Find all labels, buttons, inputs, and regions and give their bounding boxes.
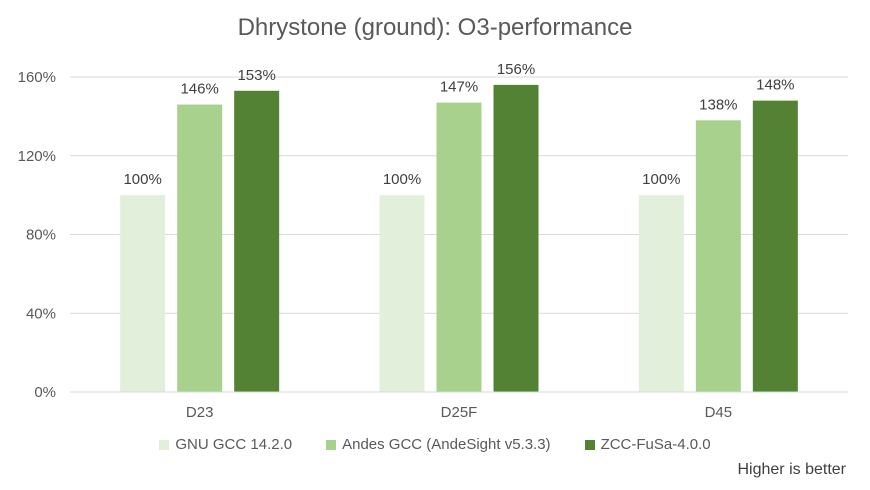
data-label: 153% — [237, 67, 275, 84]
x-tick-label: D23 — [186, 404, 214, 421]
bar — [493, 84, 539, 392]
data-label: 100% — [642, 171, 680, 188]
legend: GNU GCC 14.2.0 Andes GCC (AndeSight v5.3.… — [0, 436, 870, 453]
data-label: 156% — [497, 61, 535, 78]
legend-item: Andes GCC (AndeSight v5.3.3) — [326, 436, 551, 453]
legend-swatch — [584, 439, 595, 450]
legend-swatch — [326, 439, 337, 450]
x-tick-label: D45 — [705, 404, 733, 421]
y-tick-label: 40% — [26, 305, 56, 322]
legend-label: ZCC-FuSa-4.0.0 — [600, 436, 711, 453]
y-tick-label: 120% — [18, 148, 56, 165]
legend-label: Andes GCC (AndeSight v5.3.3) — [342, 436, 551, 453]
x-tick-label: D25F — [441, 404, 478, 421]
bar — [752, 100, 798, 392]
bar — [638, 195, 684, 392]
chart-title: Dhrystone (ground): O3-performance — [237, 14, 633, 41]
data-label: 147% — [440, 79, 478, 96]
data-label: 148% — [756, 77, 794, 94]
legend-label: GNU GCC 14.2.0 — [175, 436, 293, 453]
y-tick-label: 160% — [18, 69, 56, 86]
data-label: 138% — [699, 96, 737, 113]
legend-item: ZCC-FuSa-4.0.0 — [584, 436, 711, 453]
bar — [177, 104, 223, 392]
bar — [695, 120, 741, 392]
legend-item: GNU GCC 14.2.0 — [159, 436, 292, 453]
bar — [120, 195, 166, 392]
data-label: 100% — [123, 171, 161, 188]
bar — [379, 195, 425, 392]
y-tick-label: 0% — [34, 384, 56, 401]
data-label: 146% — [180, 81, 218, 98]
bar-chart: 0% 40% 80% 120% 160% 100% 146% 153% D23 100% 147% 1… — [18, 61, 848, 421]
y-tick-label: 80% — [26, 227, 56, 244]
footnote: Higher is better — [737, 461, 847, 478]
data-label: 100% — [383, 171, 421, 188]
bar — [436, 102, 482, 392]
bar — [234, 90, 280, 392]
legend-swatch — [159, 439, 170, 450]
